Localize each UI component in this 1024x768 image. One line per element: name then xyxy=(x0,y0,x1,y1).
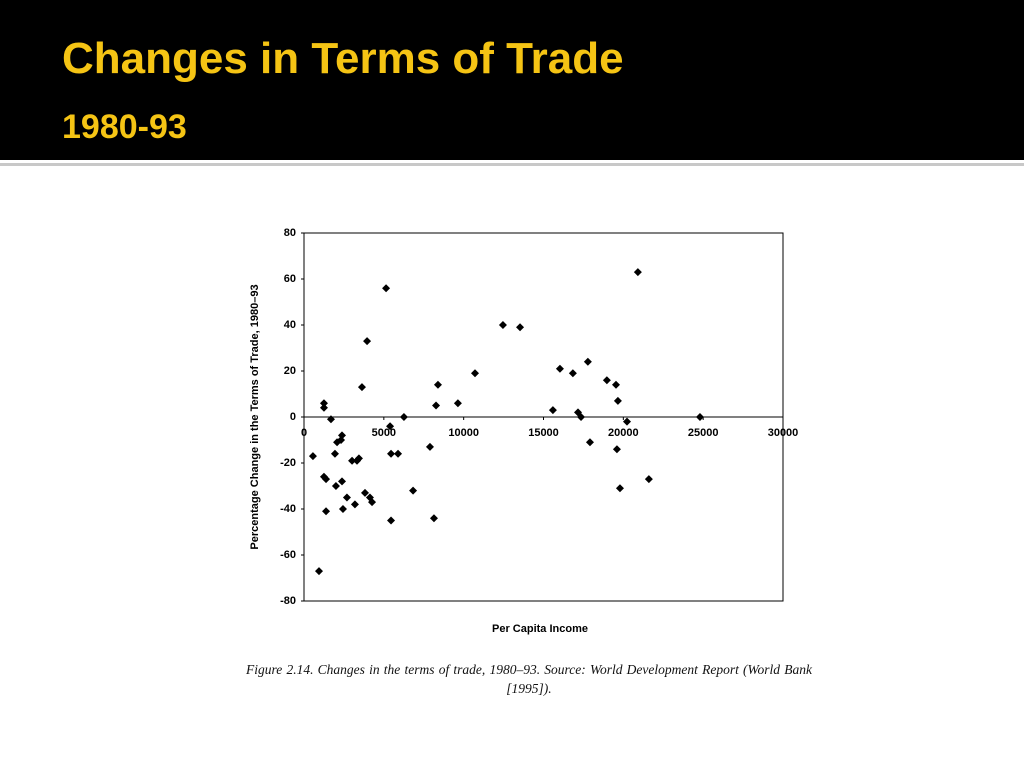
point xyxy=(360,488,369,497)
x-tick-label: 10000 xyxy=(448,427,479,439)
y-tick-label: 40 xyxy=(284,319,296,331)
y-tick-label: 20 xyxy=(284,365,296,377)
y-tick-label: 80 xyxy=(284,227,296,239)
point xyxy=(338,505,347,513)
point xyxy=(498,321,507,329)
point xyxy=(354,454,363,463)
point xyxy=(315,567,324,576)
point xyxy=(357,383,366,392)
point xyxy=(326,415,335,424)
y-tick-label: -20 xyxy=(280,457,296,469)
figure-caption: Figure 2.14. Changes in the terms of tra… xyxy=(246,662,812,696)
point xyxy=(319,403,328,412)
point xyxy=(330,449,339,458)
point xyxy=(319,399,328,408)
point xyxy=(548,406,557,415)
point xyxy=(429,514,438,523)
point xyxy=(386,422,395,431)
x-tick-label: 15000 xyxy=(528,427,559,439)
point xyxy=(363,337,372,346)
point xyxy=(577,413,586,421)
point xyxy=(612,445,621,454)
x-tick-label: 25000 xyxy=(688,427,719,439)
point xyxy=(585,438,594,447)
point xyxy=(387,449,396,458)
point xyxy=(615,484,624,493)
header-rule xyxy=(0,163,1024,166)
x-tick-label: 20000 xyxy=(608,427,639,439)
point xyxy=(322,507,331,516)
x-tick-label: 0 xyxy=(301,427,307,439)
slide-subtitle: 1980-93 xyxy=(62,108,187,146)
point xyxy=(338,477,347,486)
x-tick-label: 5000 xyxy=(372,427,396,439)
y-tick-label: -60 xyxy=(280,549,296,561)
header-bar xyxy=(0,0,1024,160)
point xyxy=(433,380,442,389)
point xyxy=(453,399,462,408)
point xyxy=(644,475,653,484)
point xyxy=(387,516,396,525)
point xyxy=(348,456,357,465)
point xyxy=(394,449,403,458)
y-tick-label: -40 xyxy=(280,503,296,515)
point xyxy=(368,498,377,507)
point xyxy=(602,376,611,385)
point xyxy=(611,380,620,389)
point xyxy=(331,482,340,490)
point xyxy=(613,396,622,405)
point xyxy=(322,475,331,484)
y-tick-label: -80 xyxy=(280,595,296,607)
point xyxy=(516,323,525,332)
y-tick-label: 0 xyxy=(290,411,296,423)
point xyxy=(308,452,317,461)
point xyxy=(425,442,434,451)
point xyxy=(568,369,577,378)
point xyxy=(555,364,564,373)
point xyxy=(623,417,632,426)
point xyxy=(633,268,642,277)
point xyxy=(695,413,704,421)
point xyxy=(409,486,418,495)
y-tick-label: 60 xyxy=(284,273,296,285)
point xyxy=(471,369,480,378)
point xyxy=(338,431,347,440)
x-tick-label: 30000 xyxy=(768,427,799,439)
point xyxy=(399,413,408,421)
point xyxy=(583,357,592,366)
slide-title: Changes in Terms of Trade xyxy=(62,34,624,83)
x-axis-label: Per Capita Income xyxy=(492,623,588,635)
point xyxy=(342,493,351,502)
y-axis-label: Percentage Change in the Terms of Trade,… xyxy=(249,284,261,549)
point xyxy=(432,401,441,410)
point xyxy=(350,500,359,509)
point xyxy=(382,284,391,293)
